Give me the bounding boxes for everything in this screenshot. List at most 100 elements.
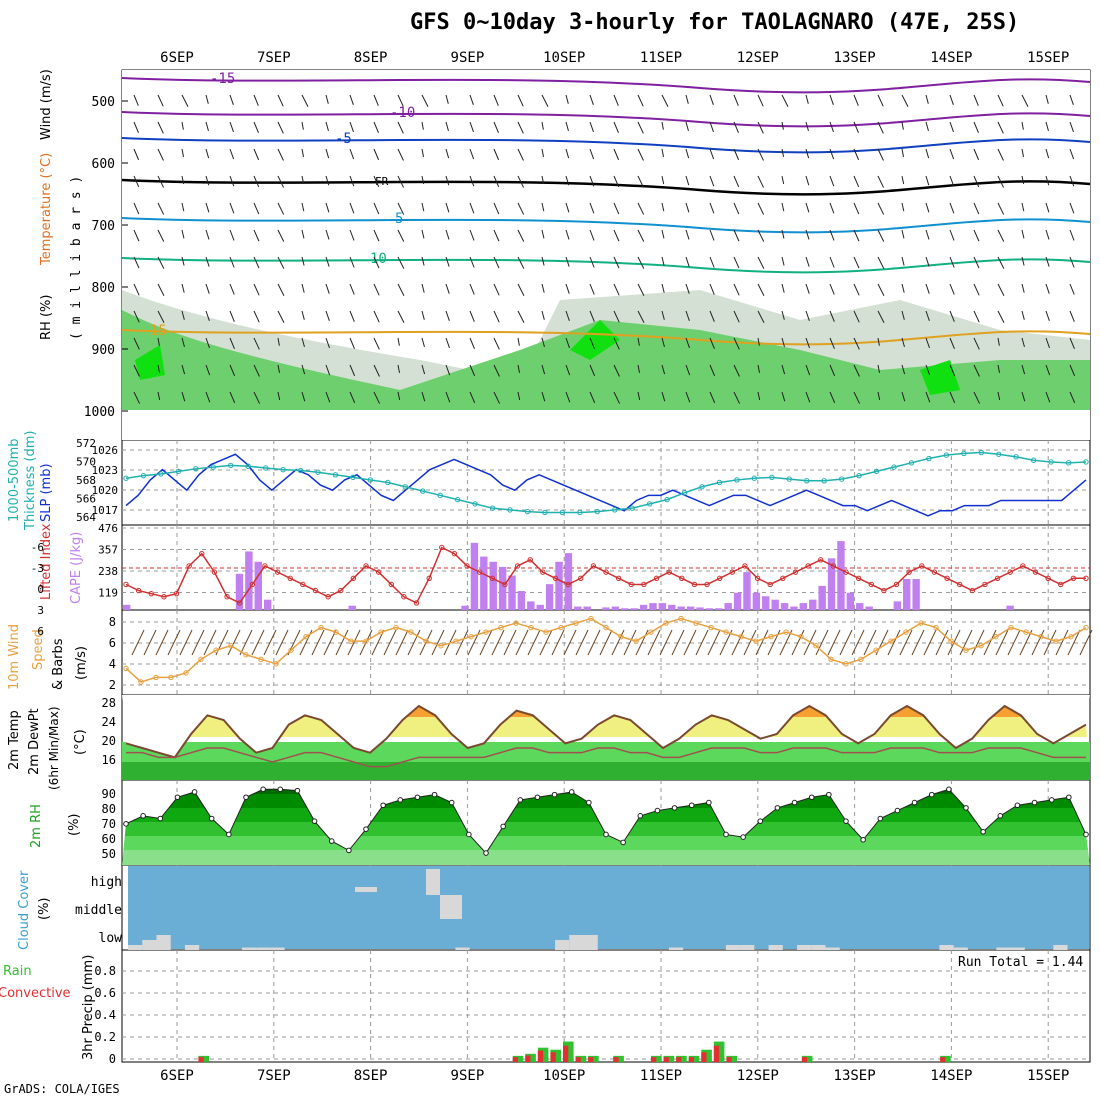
wind-speed-line-point <box>483 629 489 635</box>
upper-wind-barb <box>781 94 789 108</box>
cloud-high-bar <box>426 869 440 895</box>
upper-wind-barb <box>685 256 690 267</box>
lifted-index-line-point <box>161 594 167 600</box>
thickness-line-point <box>577 509 583 516</box>
upper-wind-barb <box>565 229 570 240</box>
cloud-low-bar <box>583 935 598 950</box>
upper-wind-barb <box>685 337 690 349</box>
precip-tick-label: 0.8 <box>94 964 116 978</box>
upper-wind-barb <box>277 229 285 242</box>
bottom-date-label: 11SEP <box>640 1068 682 1084</box>
upper-wind-barb <box>397 364 401 373</box>
upper-wind-barb <box>133 121 139 133</box>
upper-wind-barb <box>157 175 165 188</box>
upper-wind-barb <box>517 175 525 188</box>
rh-point <box>431 791 438 798</box>
cape-tick-label: 476 <box>98 522 118 535</box>
upper-wind-barb <box>805 148 810 159</box>
wind-speed-line-point <box>423 638 429 644</box>
cape-bar <box>677 606 685 610</box>
upper-wind-barb <box>685 121 689 132</box>
cape-bar <box>837 541 845 610</box>
upper-wind-barb <box>709 175 715 187</box>
upper-wind-barb <box>733 175 740 188</box>
wind-speed-line-point <box>138 679 144 685</box>
upper-wind-barb <box>229 229 235 241</box>
upper-wind-barb <box>949 148 955 160</box>
upper-wind-barb <box>325 148 330 159</box>
upper-wind-barb <box>181 202 185 212</box>
slp-label-a: 1000-500mb <box>7 438 22 522</box>
wind-speed-line-point <box>1053 638 1059 644</box>
upper-wind-barb <box>853 391 861 404</box>
upper-wind-barb <box>205 175 210 186</box>
upper-wind-barb <box>517 256 525 269</box>
upper-wind-barb <box>181 94 189 108</box>
thickness-line-point <box>716 479 723 486</box>
upper-wind-barb <box>205 364 211 376</box>
panel-frame-slp <box>121 439 1091 526</box>
lifted-index-line-point <box>590 563 597 569</box>
upper-wind-barb <box>661 364 666 375</box>
upper-wind-barb <box>925 121 929 132</box>
upper-wind-barb <box>877 364 881 373</box>
cape-bar <box>461 605 469 610</box>
pressure-tick-label: 500 <box>92 95 115 110</box>
upper-wind-barb <box>757 175 765 188</box>
upper-wind-barb <box>373 121 379 133</box>
upper-wind-barb <box>709 337 715 349</box>
upper-wind-barb <box>1045 283 1050 294</box>
upper-wind-barb <box>949 202 955 214</box>
lifted-index-line-point <box>249 581 256 588</box>
temp-label-b: 2m DewPt <box>27 708 42 775</box>
top-date-label: 12SEP <box>737 50 779 66</box>
cape-bar <box>480 556 488 610</box>
upper-wind-barb <box>1069 202 1075 214</box>
upper-wind-barb <box>1045 256 1050 267</box>
upper-wind-barb <box>205 283 210 294</box>
lifted-index-line-point <box>224 594 230 600</box>
lifted-index-line-point <box>476 569 483 575</box>
rh-point <box>328 838 335 844</box>
upper-wind-barb <box>325 121 329 132</box>
wind-speed-line-point <box>1068 633 1074 640</box>
cape-bar <box>799 603 808 610</box>
surface-wind-barb <box>407 629 421 656</box>
temp-tick-label: 24 <box>102 715 116 729</box>
upper-wind-barb <box>181 310 185 320</box>
upper-wind-barb <box>1021 94 1029 108</box>
upper-wind-barb <box>757 283 765 296</box>
thickness-line-point <box>1048 459 1054 465</box>
wind-speed-line-point <box>618 633 624 640</box>
upper-wind-barb <box>517 364 521 373</box>
rh-point <box>551 791 558 798</box>
upper-wind-barb <box>685 148 690 159</box>
upper-wind-barb <box>325 391 331 403</box>
upper-wind-barb <box>1069 121 1074 133</box>
upper-wind-barb <box>661 175 665 185</box>
thickness-line-point <box>943 452 950 458</box>
rh-point <box>723 831 729 838</box>
upper-wind-barb <box>565 310 570 321</box>
upper-wind-barb <box>1021 283 1025 293</box>
upper-wind-barb <box>277 256 285 269</box>
rh-point <box>620 839 626 846</box>
upper-wind-barb <box>397 283 405 296</box>
surface-wind-barb <box>971 629 985 656</box>
lifted-index-line-point <box>1032 569 1039 575</box>
upper-wind-barb <box>589 121 594 133</box>
upper-wind-barb <box>877 121 884 134</box>
wind-speed-line-point <box>888 638 894 644</box>
lifted-index-line-point <box>552 575 559 581</box>
upper-wind-barb <box>205 94 209 104</box>
panel-frame-wind <box>121 609 1091 696</box>
thickness-line-point <box>437 492 443 499</box>
wind-tick-label: 2 <box>109 678 116 692</box>
surface-wind-barb <box>851 629 865 656</box>
thickness-line-point <box>420 488 426 494</box>
upper-p-label: ( m i l l i b a r s ) <box>69 176 84 340</box>
upper-wind-barb <box>997 121 1004 134</box>
thickness-line-point <box>734 477 740 483</box>
precip-convective-bar <box>537 1050 544 1062</box>
cape-bar <box>762 596 770 610</box>
